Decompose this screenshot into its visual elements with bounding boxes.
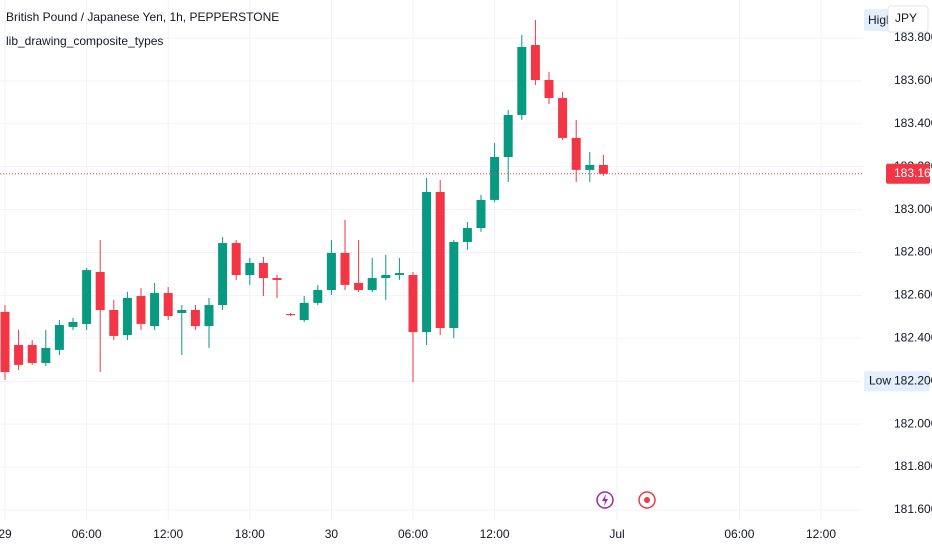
high-badge bbox=[864, 9, 890, 31]
low-label: Low bbox=[869, 373, 891, 387]
x-tick-label: 29 bbox=[0, 527, 12, 541]
chart-title: British Pound / Japanese Yen, 1h, PEPPER… bbox=[6, 10, 279, 24]
low-badge bbox=[864, 371, 930, 392]
candle-body bbox=[82, 270, 92, 324]
candle-body bbox=[204, 305, 214, 327]
candle-body bbox=[571, 137, 581, 170]
candle-body bbox=[598, 164, 608, 174]
x-tick-label: 30 bbox=[325, 527, 339, 541]
candle-body bbox=[299, 302, 309, 321]
y-tick-label: 182.600 bbox=[894, 288, 932, 302]
x-tick-label: 06:00 bbox=[72, 527, 102, 541]
candle-body bbox=[163, 293, 173, 316]
candle-body bbox=[435, 191, 445, 329]
last-price-badge bbox=[886, 163, 930, 184]
candle-body bbox=[231, 243, 241, 276]
y-tick-label: 181.800 bbox=[894, 459, 932, 473]
candle-body bbox=[585, 164, 595, 170]
candle-body bbox=[340, 252, 350, 285]
candle-body bbox=[544, 80, 554, 99]
candle-body bbox=[503, 114, 513, 158]
x-tick-label: 18:00 bbox=[235, 527, 265, 541]
currency-button[interactable] bbox=[887, 5, 929, 33]
candle-body bbox=[272, 278, 282, 280]
y-tick-label: 182.000 bbox=[894, 416, 932, 430]
currency-label[interactable]: JPY bbox=[895, 11, 917, 25]
candle-body bbox=[394, 273, 404, 276]
last-price-label: 183.167 bbox=[894, 166, 932, 180]
candle-body bbox=[422, 191, 432, 333]
x-tick-label: 12:00 bbox=[480, 527, 510, 541]
candle-body bbox=[490, 157, 500, 200]
candle-body bbox=[381, 275, 391, 279]
low-value-label: 182.200 bbox=[894, 373, 932, 387]
y-tick-label: 183.400 bbox=[894, 116, 932, 130]
y-tick-label: 183.000 bbox=[894, 202, 932, 216]
y-tick-label: 183.600 bbox=[894, 73, 932, 87]
candle-body bbox=[0, 311, 10, 372]
alert-icon[interactable] bbox=[596, 491, 614, 509]
candle-body bbox=[258, 263, 268, 279]
candle-body bbox=[122, 297, 132, 336]
y-tick-label: 181.600 bbox=[894, 502, 932, 516]
candle-body bbox=[476, 199, 486, 229]
y-tick-label: 182.400 bbox=[894, 330, 932, 344]
candle-body bbox=[54, 325, 64, 350]
x-tick-label: 12:00 bbox=[806, 527, 836, 541]
event-icon[interactable] bbox=[638, 491, 656, 509]
candle-body bbox=[41, 347, 51, 363]
candle-body bbox=[150, 293, 160, 327]
candle-body bbox=[367, 278, 377, 291]
high-label: High bbox=[868, 13, 893, 27]
candle-body bbox=[558, 98, 568, 138]
candle-body bbox=[95, 272, 105, 310]
candle-body bbox=[462, 228, 472, 242]
candle-body bbox=[14, 344, 24, 365]
candle-body bbox=[177, 309, 187, 313]
candle-body bbox=[517, 46, 527, 115]
candle-body bbox=[109, 309, 119, 336]
chart-subtitle: lib_drawing_composite_types bbox=[6, 34, 163, 48]
candle-body bbox=[190, 309, 200, 327]
candle-body bbox=[408, 275, 418, 333]
candle-body bbox=[136, 296, 146, 324]
candle-body bbox=[313, 290, 323, 303]
y-tick-label: 183.800 bbox=[894, 30, 932, 44]
x-tick-label: 06:00 bbox=[398, 527, 428, 541]
candle-body bbox=[530, 45, 540, 81]
x-tick-label: 12:00 bbox=[153, 527, 183, 541]
x-tick-label: 06:00 bbox=[724, 527, 754, 541]
candle-body bbox=[449, 241, 459, 329]
candle-body bbox=[245, 263, 255, 276]
candle-body bbox=[218, 243, 228, 306]
candle-body bbox=[68, 321, 78, 327]
candle-body bbox=[326, 252, 336, 291]
candle-body bbox=[354, 282, 364, 291]
candle-body bbox=[286, 314, 296, 316]
candle-body bbox=[27, 344, 37, 363]
x-tick-label: Jul bbox=[609, 527, 624, 541]
y-tick-label: 182.800 bbox=[894, 245, 932, 259]
